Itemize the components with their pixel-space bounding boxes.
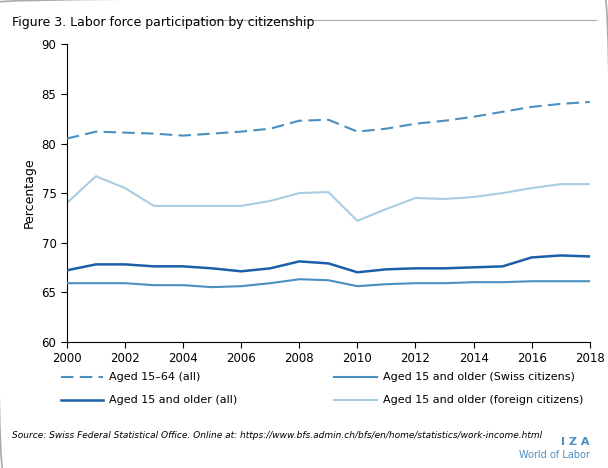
- Text: Aged 15 and older (Swiss citizens): Aged 15 and older (Swiss citizens): [383, 372, 575, 382]
- Text: World of Labor: World of Labor: [519, 450, 590, 460]
- Y-axis label: Percentage: Percentage: [23, 158, 36, 228]
- Text: Aged 15 and older (all): Aged 15 and older (all): [109, 395, 238, 405]
- Text: Source: Swiss Federal Statistical Office. Online at: https://www.bfs.admin.ch/bf: Source: Swiss Federal Statistical Office…: [12, 431, 542, 440]
- Text: Figure 3. Labor force participation by citizenship: Figure 3. Labor force participation by c…: [12, 16, 314, 29]
- Text: Aged 15 and older (foreign citizens): Aged 15 and older (foreign citizens): [383, 395, 584, 405]
- Text: Aged 15–64 (all): Aged 15–64 (all): [109, 372, 201, 382]
- Text: I Z A: I Z A: [561, 437, 590, 447]
